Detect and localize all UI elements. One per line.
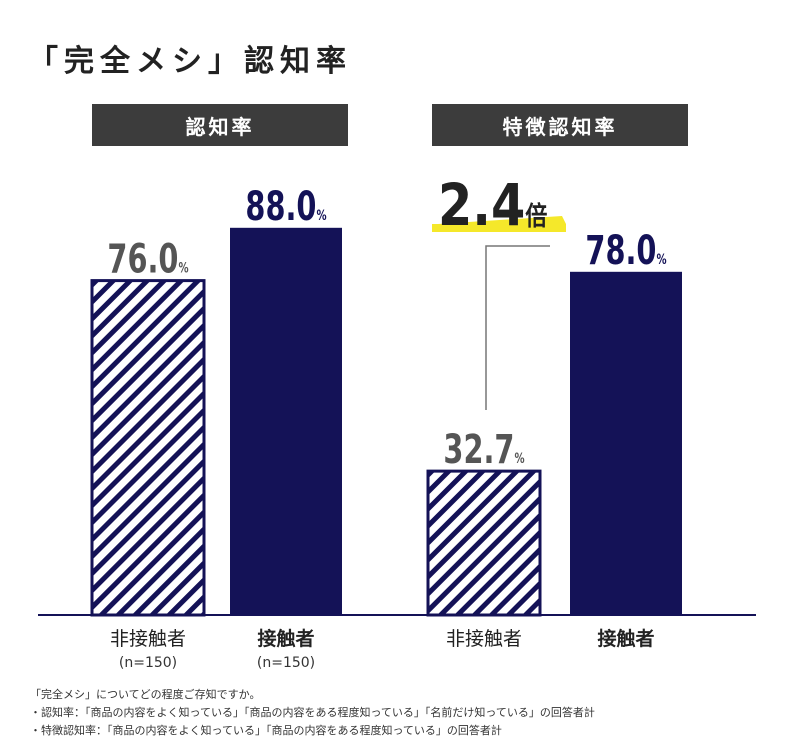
bar-non-contact (90, 279, 206, 617)
data-label: 76.0% (107, 237, 188, 283)
category-label: 接触者 (597, 627, 654, 650)
footnote-awareness: ・認知率：「商品の内容をよく知っている」「商品の内容をある程度知っている」「名前… (30, 706, 595, 719)
footnote-question: 「完全メシ」についてどの程度ご存知ですか。 (30, 688, 261, 701)
panel-label-feature-awareness: 特徴認知率 (432, 104, 688, 146)
sample-size-label: (n=150) (257, 655, 315, 671)
footnote-feature-awareness: ・特徴認知率：「商品の内容をよく知っている」「商品の内容をある程度知っている」の… (30, 724, 502, 737)
data-label: 32.7% (443, 428, 524, 474)
comparison-bracket (485, 245, 550, 410)
sample-size-label: (n=150) (119, 655, 177, 671)
highlight-bar (432, 224, 566, 232)
category-label: 非接触者 (110, 628, 186, 650)
data-label: 78.0% (585, 228, 666, 274)
chart-title: 「完全メシ」認知率 (28, 44, 352, 79)
bar-contact (230, 227, 342, 616)
data-label: 88.0% (245, 184, 326, 230)
category-label: 非接触者 (446, 628, 522, 650)
category-label: 接触者 (257, 627, 314, 650)
ratio-annotation: 2.4倍 (438, 171, 547, 239)
bar-non-contact (426, 469, 542, 617)
bar-contact (570, 271, 682, 615)
panel-label-awareness: 認知率 (92, 104, 348, 146)
